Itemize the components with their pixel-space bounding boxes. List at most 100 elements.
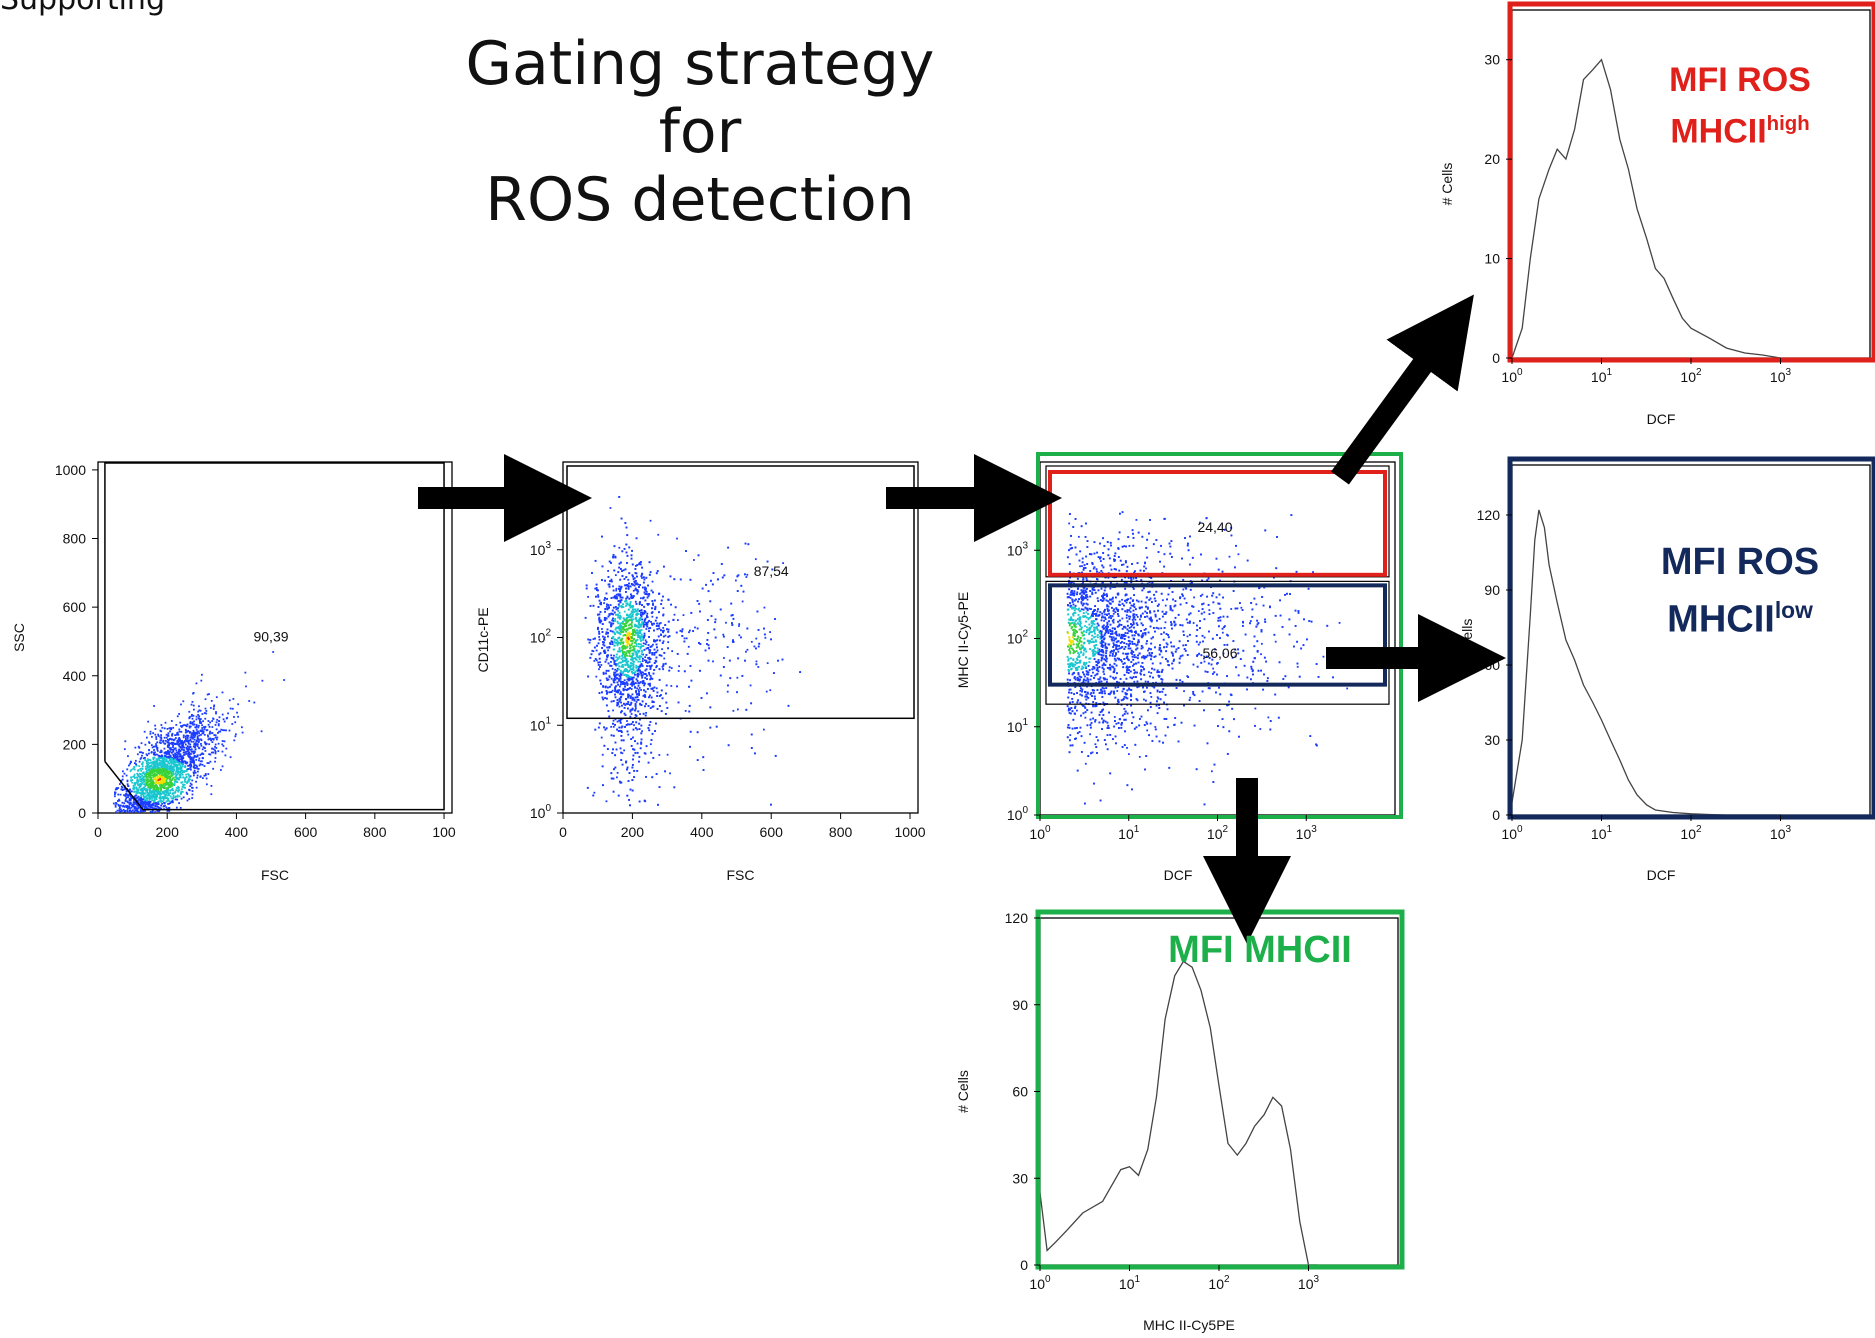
fsc-cd11c-event xyxy=(646,661,649,664)
fsc-ssc-event xyxy=(161,763,164,766)
fsc-ssc-event xyxy=(159,759,162,762)
fsc-ssc-event xyxy=(150,767,153,770)
fsc-cd11c-event xyxy=(615,639,618,641)
fsc-ssc-event xyxy=(207,720,210,722)
fsc-cd11c-event xyxy=(630,649,633,652)
fsc-ssc-event xyxy=(147,780,149,783)
fsc-ssc-event xyxy=(174,753,177,756)
fsc-cd11c-event xyxy=(636,687,639,690)
fsc-ssc-event xyxy=(153,752,156,755)
fsc-ssc-event xyxy=(228,729,231,732)
fsc-cd11c-event xyxy=(643,634,646,637)
fsc-cd11c-event xyxy=(603,616,606,619)
fsc-cd11c-event xyxy=(631,708,634,711)
fsc-ssc-event xyxy=(183,754,185,756)
fsc-cd11c-event xyxy=(626,678,629,681)
fsc-cd11c-event xyxy=(763,627,765,630)
fsc-cd11c-event xyxy=(666,753,669,756)
fsc-cd11c-event xyxy=(612,725,615,728)
fsc-ssc-event xyxy=(208,693,210,695)
fsc-cd11c-event xyxy=(620,731,623,734)
fsc-ssc-event xyxy=(170,757,172,760)
fsc-ssc-event xyxy=(169,785,171,788)
fsc-cd11c-event xyxy=(636,680,639,682)
fsc-cd11c-event xyxy=(607,662,610,665)
fsc-ssc-event xyxy=(211,741,214,744)
fsc-ssc-event xyxy=(185,724,188,727)
fsc-cd11c-event xyxy=(619,693,622,695)
fsc-cd11c-event xyxy=(596,589,599,592)
fsc-ssc-event xyxy=(169,792,172,794)
fsc-ssc-event xyxy=(129,795,132,798)
fsc-cd11c-event xyxy=(638,635,641,637)
fsc-cd11c-event xyxy=(613,671,616,674)
fsc-cd11c-event xyxy=(627,636,629,639)
fsc-cd11c-event xyxy=(709,706,712,709)
fsc-ssc-event xyxy=(185,781,188,784)
fsc-ssc-event xyxy=(146,765,149,768)
fsc-ssc-event xyxy=(177,752,180,755)
fsc-cd11c-event xyxy=(601,691,603,694)
fsc-ssc-event xyxy=(125,774,128,777)
fsc-ssc-event xyxy=(193,765,195,768)
fsc-cd11c-event xyxy=(638,694,641,696)
fsc-cd11c-event xyxy=(721,576,724,579)
fsc-cd11c-event xyxy=(630,612,633,615)
fsc-cd11c-event xyxy=(628,572,631,575)
fsc-cd11c-event xyxy=(652,705,655,708)
fsc-cd11c-event xyxy=(609,604,612,606)
fsc-ssc-event xyxy=(130,768,133,771)
fsc-ssc-event xyxy=(147,807,149,810)
fsc-ssc-event xyxy=(192,734,194,736)
fsc-cd11c-event xyxy=(623,679,626,682)
fsc-ssc-event xyxy=(177,761,180,764)
fsc-cd11c-event xyxy=(627,614,630,617)
fsc-ssc-event xyxy=(188,710,191,713)
fsc-ssc-event xyxy=(177,733,180,736)
fsc-ssc-event xyxy=(209,730,212,733)
fsc-cd11c-event xyxy=(598,636,601,638)
fsc-cd11c-event xyxy=(602,643,605,646)
fsc-cd11c-event xyxy=(618,627,621,630)
fsc-ssc-event xyxy=(179,767,182,770)
fsc-ssc-event xyxy=(150,779,153,782)
fsc-cd11c-event xyxy=(640,573,643,576)
fsc-cd11c-event xyxy=(635,651,637,654)
fsc-cd11c-event xyxy=(631,721,634,723)
fsc-ssc-event xyxy=(220,769,222,771)
fsc-cd11c-event xyxy=(633,628,636,631)
fsc-ssc-event xyxy=(147,768,150,771)
fsc-ssc-event xyxy=(144,765,147,768)
fsc-ssc-event xyxy=(186,739,189,742)
fsc-cd11c-event xyxy=(613,641,616,643)
fsc-cd11c-event xyxy=(587,638,590,641)
fsc-cd11c-event xyxy=(640,738,643,741)
fsc-cd11c-event xyxy=(627,670,629,673)
fsc-cd11c-event xyxy=(662,640,665,643)
fsc-cd11c-event xyxy=(610,580,613,583)
fsc-ssc-event xyxy=(138,784,141,787)
fsc-cd11c-event xyxy=(631,766,634,769)
fsc-ssc-event xyxy=(147,720,150,723)
fsc-ssc-event xyxy=(184,731,187,734)
fsc-ssc-event xyxy=(183,760,186,763)
fsc-cd11c-event xyxy=(629,603,631,606)
fsc-ssc-event xyxy=(191,700,194,703)
fsc-cd11c-event xyxy=(630,639,633,642)
fsc-ssc-event xyxy=(163,785,166,788)
fsc-ssc-event xyxy=(163,758,166,761)
fsc-cd11c-event xyxy=(627,651,630,654)
fsc-cd11c-event xyxy=(600,664,603,666)
fsc-cd11c-event xyxy=(621,654,623,657)
fsc-cd11c-event xyxy=(662,626,665,629)
fsc-ssc-event xyxy=(193,720,195,723)
fsc-ssc-event xyxy=(130,790,133,793)
fsc-cd11c-event xyxy=(753,645,756,648)
fsc-cd11c-event xyxy=(628,604,631,607)
fsc-cd11c-event xyxy=(746,648,749,651)
fsc-cd11c-event xyxy=(774,754,777,757)
fsc-ssc-event xyxy=(215,712,217,715)
fsc-cd11c-event xyxy=(656,570,659,573)
fsc-ssc-event xyxy=(204,750,207,752)
fsc-ssc-event xyxy=(211,747,214,750)
